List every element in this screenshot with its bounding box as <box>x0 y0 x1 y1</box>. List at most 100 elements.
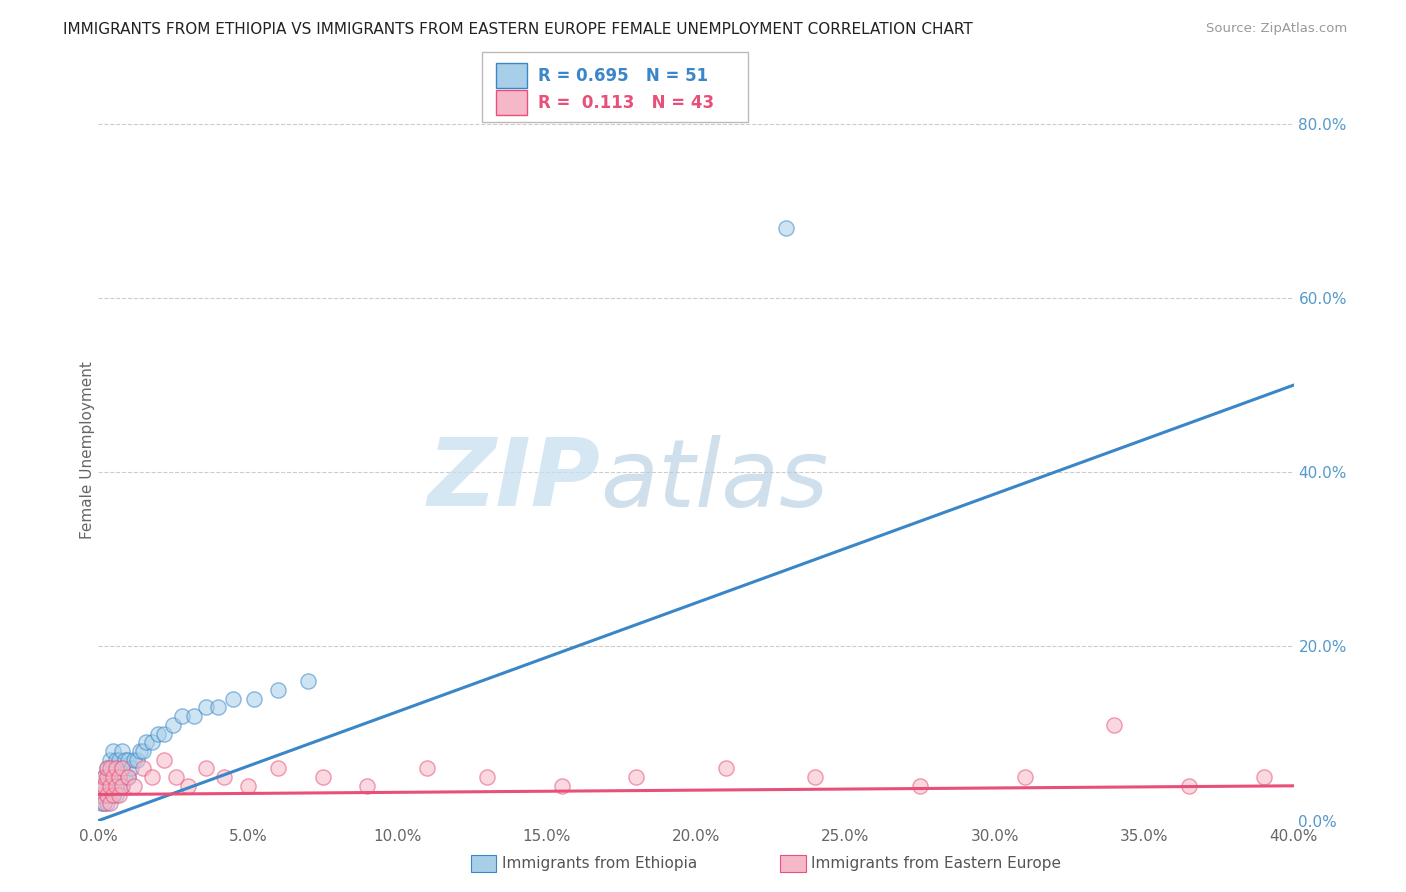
Point <box>236 779 259 793</box>
Point <box>105 761 128 775</box>
Point <box>1014 770 1036 784</box>
Point <box>93 779 115 793</box>
Point <box>775 221 797 235</box>
Point <box>243 691 266 706</box>
Point <box>90 788 112 802</box>
Point <box>93 779 115 793</box>
Point <box>172 709 194 723</box>
Point <box>148 726 170 740</box>
Point <box>222 691 245 706</box>
Point <box>714 761 737 775</box>
Point <box>165 770 187 784</box>
Point <box>195 761 218 775</box>
Text: Immigrants from Eastern Europe: Immigrants from Eastern Europe <box>811 856 1062 871</box>
Y-axis label: Female Unemployment: Female Unemployment <box>80 361 94 540</box>
Point <box>98 753 122 767</box>
Point <box>105 761 128 775</box>
Point <box>153 753 176 767</box>
Text: R =  0.113   N = 43: R = 0.113 N = 43 <box>538 94 714 112</box>
Point <box>114 770 136 784</box>
Point <box>111 761 134 775</box>
Point <box>212 770 235 784</box>
Point <box>90 796 112 810</box>
Point <box>311 770 333 784</box>
Point <box>108 770 131 784</box>
Point <box>96 788 118 802</box>
Point <box>111 744 134 758</box>
Text: IMMIGRANTS FROM ETHIOPIA VS IMMIGRANTS FROM EASTERN EUROPE FEMALE UNEMPLOYMENT C: IMMIGRANTS FROM ETHIOPIA VS IMMIGRANTS F… <box>63 22 973 37</box>
Point <box>96 770 118 784</box>
Point <box>550 779 572 793</box>
Text: Immigrants from Ethiopia: Immigrants from Ethiopia <box>502 856 697 871</box>
Point <box>108 753 131 767</box>
Point <box>804 770 827 784</box>
Point <box>96 761 118 775</box>
Point <box>98 779 122 793</box>
Point <box>1104 718 1126 732</box>
Text: ZIP: ZIP <box>427 434 600 526</box>
Point <box>356 779 378 793</box>
Point <box>111 779 134 793</box>
Point <box>141 770 163 784</box>
Point <box>98 796 122 810</box>
Point <box>96 788 118 802</box>
Point <box>135 735 157 749</box>
Point <box>90 779 112 793</box>
Point <box>416 761 439 775</box>
Point <box>114 753 136 767</box>
Point <box>127 753 149 767</box>
Point <box>183 709 205 723</box>
Point <box>103 744 125 758</box>
Point <box>1253 770 1275 784</box>
Point <box>98 779 122 793</box>
Point <box>475 770 498 784</box>
Point <box>195 700 218 714</box>
Point <box>103 761 125 775</box>
Point <box>124 779 146 793</box>
Point <box>93 770 115 784</box>
Point <box>108 770 131 784</box>
Point <box>1178 779 1201 793</box>
Point <box>132 761 155 775</box>
Text: atlas: atlas <box>600 434 828 525</box>
Point <box>120 761 142 775</box>
Point <box>103 788 125 802</box>
Text: R = 0.695   N = 51: R = 0.695 N = 51 <box>538 67 709 85</box>
Point <box>103 788 125 802</box>
Point <box>96 761 118 775</box>
Point <box>103 770 125 784</box>
Point <box>132 744 155 758</box>
Point <box>93 796 115 810</box>
Point <box>177 779 200 793</box>
Point <box>90 779 112 793</box>
Point <box>129 744 152 758</box>
Point <box>108 779 131 793</box>
Point <box>105 788 128 802</box>
Point <box>111 761 134 775</box>
Point <box>908 779 931 793</box>
Point <box>267 761 290 775</box>
Point <box>105 779 128 793</box>
Point <box>153 726 176 740</box>
Point <box>96 770 118 784</box>
Point <box>103 779 125 793</box>
Point <box>117 770 139 784</box>
Point <box>117 770 139 784</box>
Point <box>98 770 122 784</box>
Point <box>93 796 115 810</box>
Point <box>162 718 184 732</box>
Point <box>105 753 128 767</box>
Point <box>124 753 146 767</box>
Point <box>297 674 319 689</box>
Point <box>90 788 112 802</box>
Point <box>93 770 115 784</box>
Point <box>267 683 290 698</box>
Point <box>96 796 118 810</box>
Point <box>105 779 128 793</box>
Point <box>108 788 131 802</box>
Point <box>98 788 122 802</box>
Point <box>207 700 229 714</box>
Point <box>141 735 163 749</box>
Text: Source: ZipAtlas.com: Source: ZipAtlas.com <box>1206 22 1347 36</box>
Point <box>626 770 648 784</box>
